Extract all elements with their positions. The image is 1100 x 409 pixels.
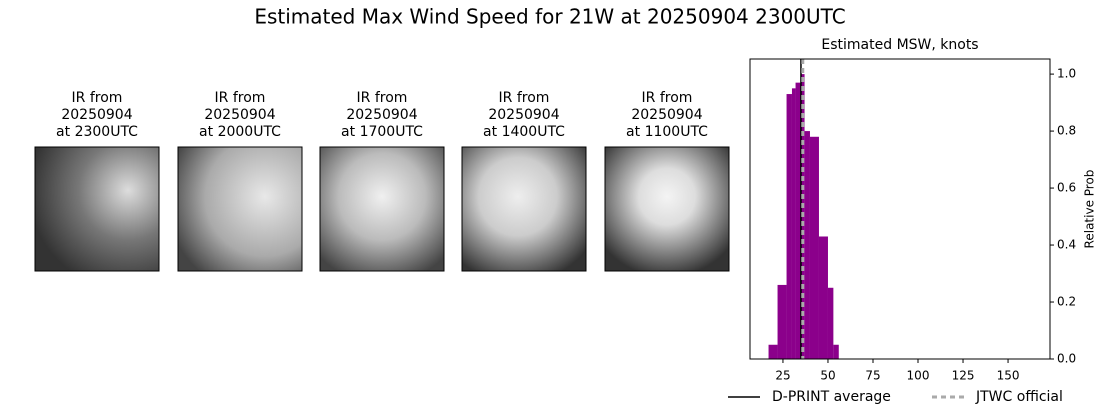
bar: [827, 287, 834, 359]
y-tick-label: 1.0: [1057, 67, 1076, 81]
legend-label: JTWC official: [975, 389, 1063, 405]
panel-title: 20250904: [631, 107, 702, 123]
x-tick-label: 25: [775, 369, 790, 383]
bar: [809, 136, 819, 359]
legend-label: D-PRINT average: [772, 389, 891, 405]
panel-title: IR from: [72, 90, 123, 106]
ir-image: [34, 146, 160, 272]
ir-image: [319, 146, 445, 272]
panel-title: 20250904: [346, 107, 417, 123]
x-tick-label: 75: [865, 369, 880, 383]
bar: [818, 236, 828, 359]
panel-title: at 1700UTC: [341, 124, 423, 140]
bar: [804, 131, 810, 359]
x-tick-label: 50: [820, 369, 835, 383]
panel-title: IR from: [357, 90, 408, 106]
plot-frame: [749, 58, 1051, 360]
panel-title: IR from: [642, 90, 693, 106]
bar: [795, 82, 801, 359]
figure-title: Estimated Max Wind Speed for 21W at 2025…: [254, 5, 845, 29]
chart-title: Estimated MSW, knots: [821, 37, 978, 53]
bar: [777, 284, 787, 359]
panel-title: 20250904: [488, 107, 559, 123]
panel-title: at 2000UTC: [199, 124, 281, 140]
bar: [768, 344, 778, 359]
y-tick-label: 0.0: [1057, 352, 1076, 366]
bar: [791, 88, 796, 359]
panel-title: at 1100UTC: [626, 124, 708, 140]
y-tick-label: 0.8: [1057, 124, 1076, 138]
panel-title: at 1400UTC: [483, 124, 565, 140]
panel-title: 20250904: [204, 107, 275, 123]
ir-image: [604, 146, 730, 272]
ir-image: [177, 146, 303, 272]
panel-title: 20250904: [61, 107, 132, 123]
y-tick-label: 0.2: [1057, 295, 1076, 309]
x-tick-label: 100: [907, 369, 930, 383]
y-axis-label: Relative Prob: [1083, 170, 1097, 249]
panel-title: IR from: [499, 90, 550, 106]
panel-title: IR from: [215, 90, 266, 106]
y-tick-label: 0.6: [1057, 181, 1076, 195]
y-tick-label: 0.4: [1057, 238, 1076, 252]
x-tick-label: 150: [997, 369, 1020, 383]
bar: [786, 94, 792, 360]
ir-image: [461, 146, 587, 272]
panel-title: at 2300UTC: [56, 124, 138, 140]
bar: [833, 344, 839, 359]
x-tick-label: 125: [952, 369, 975, 383]
